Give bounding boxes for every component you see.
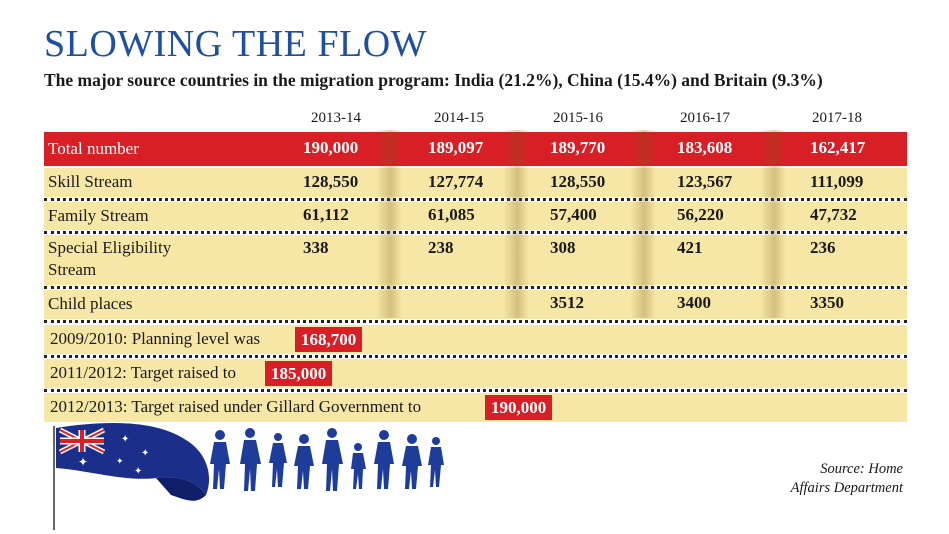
- table-cell: 111,099: [810, 172, 864, 191]
- note-value-badge: 185,000: [265, 361, 333, 386]
- row-label-line1: Special Eligibility: [48, 238, 172, 257]
- table-cell: 47,732: [810, 205, 857, 224]
- row-label: Skill Stream: [48, 172, 133, 191]
- column-header-2017-18: 2017-18: [812, 110, 862, 126]
- column-shade: [760, 130, 786, 318]
- table-cell: 57,400: [550, 205, 597, 224]
- table-cell: 162,417: [810, 138, 866, 157]
- column-shade: [630, 130, 656, 318]
- svg-text:✦: ✦: [134, 466, 142, 477]
- svg-text:✦: ✦: [116, 457, 124, 467]
- table-row-total: Total number 190,000 189,097 189,770 183…: [44, 132, 907, 166]
- table-cell: 308: [550, 238, 576, 257]
- row-label: Family Stream: [48, 206, 149, 225]
- row-divider: [44, 320, 907, 323]
- table-cell: 421: [677, 238, 703, 257]
- table-cell: 338: [303, 238, 329, 257]
- table-cell: 183,608: [677, 138, 733, 157]
- chart-subtitle: The major source countries in the migrat…: [44, 70, 823, 90]
- column-header-2016-17: 2016-17: [680, 110, 730, 126]
- table-cell: 128,550: [303, 172, 359, 191]
- svg-text:✦: ✦: [141, 448, 149, 459]
- table-cell: 3400: [677, 293, 711, 312]
- table-cell: 3350: [810, 293, 844, 312]
- row-label: Child places: [48, 294, 133, 313]
- column-shade: [503, 130, 529, 318]
- note-text: 2012/2013: Target raised under Gillard G…: [50, 397, 422, 416]
- svg-text:✦: ✦: [121, 434, 129, 445]
- table-cell: 189,097: [428, 138, 484, 157]
- table-row-special-eligibility: Special Eligibility Stream 338 238 308 4…: [44, 235, 907, 285]
- table-cell: 61,085: [428, 205, 475, 224]
- note-value-badge: 190,000: [485, 395, 553, 420]
- table-cell: 128,550: [550, 172, 606, 191]
- note-text: 2011/2012: Target raised to: [50, 363, 236, 382]
- column-header-2013-14: 2013-14: [311, 110, 361, 126]
- row-divider: [44, 198, 907, 201]
- note-2011-2012: 2011/2012: Target raised to 185,000: [44, 359, 907, 388]
- row-label-line2: Stream: [48, 260, 97, 279]
- table-cell: 56,220: [677, 205, 724, 224]
- note-text: 2009/2010: Planning level was: [50, 329, 261, 348]
- chart-title: SLOWING THE FLOW: [44, 23, 428, 65]
- table-cell: 189,770: [550, 138, 606, 157]
- table-cell: 127,774: [428, 172, 484, 191]
- table-cell: 238: [428, 238, 454, 257]
- row-divider: [44, 389, 907, 392]
- source-line1: Source: Home: [820, 461, 903, 477]
- source-note: Source: Home Affairs Department: [791, 460, 903, 498]
- table-row-family-stream: Family Stream 61,112 61,085 57,400 56,22…: [44, 202, 907, 230]
- row-divider: [44, 286, 907, 289]
- column-header-2015-16: 2015-16: [553, 110, 603, 126]
- row-divider: [44, 231, 907, 234]
- row-label: Total number: [48, 139, 139, 158]
- table-cell: 123,567: [677, 172, 733, 191]
- note-2012-2013: 2012/2013: Target raised under Gillard G…: [44, 393, 907, 422]
- table-cell: 61,112: [303, 205, 349, 224]
- table-row-skill-stream: Skill Stream 128,550 127,774 128,550 123…: [44, 168, 907, 197]
- column-header-2014-15: 2014-15: [434, 110, 484, 126]
- row-divider: [44, 355, 907, 358]
- migrant-silhouettes-icon: [210, 428, 444, 491]
- source-line2: Affairs Department: [790, 480, 903, 496]
- svg-text:✦: ✦: [78, 455, 88, 469]
- note-2009-2010: 2009/2010: Planning level was 168,700: [44, 325, 907, 354]
- table-cell: 236: [810, 238, 836, 257]
- column-shade: [376, 130, 402, 318]
- table-row-child-places: Child places 3512 3400 3350: [44, 290, 907, 319]
- note-value-badge: 168,700: [295, 327, 363, 352]
- table-cell: 190,000: [303, 138, 359, 157]
- australian-flag-icon: ✦ ✦ ✦ ✦ ✦: [53, 423, 210, 530]
- table-cell: 3512: [550, 293, 584, 312]
